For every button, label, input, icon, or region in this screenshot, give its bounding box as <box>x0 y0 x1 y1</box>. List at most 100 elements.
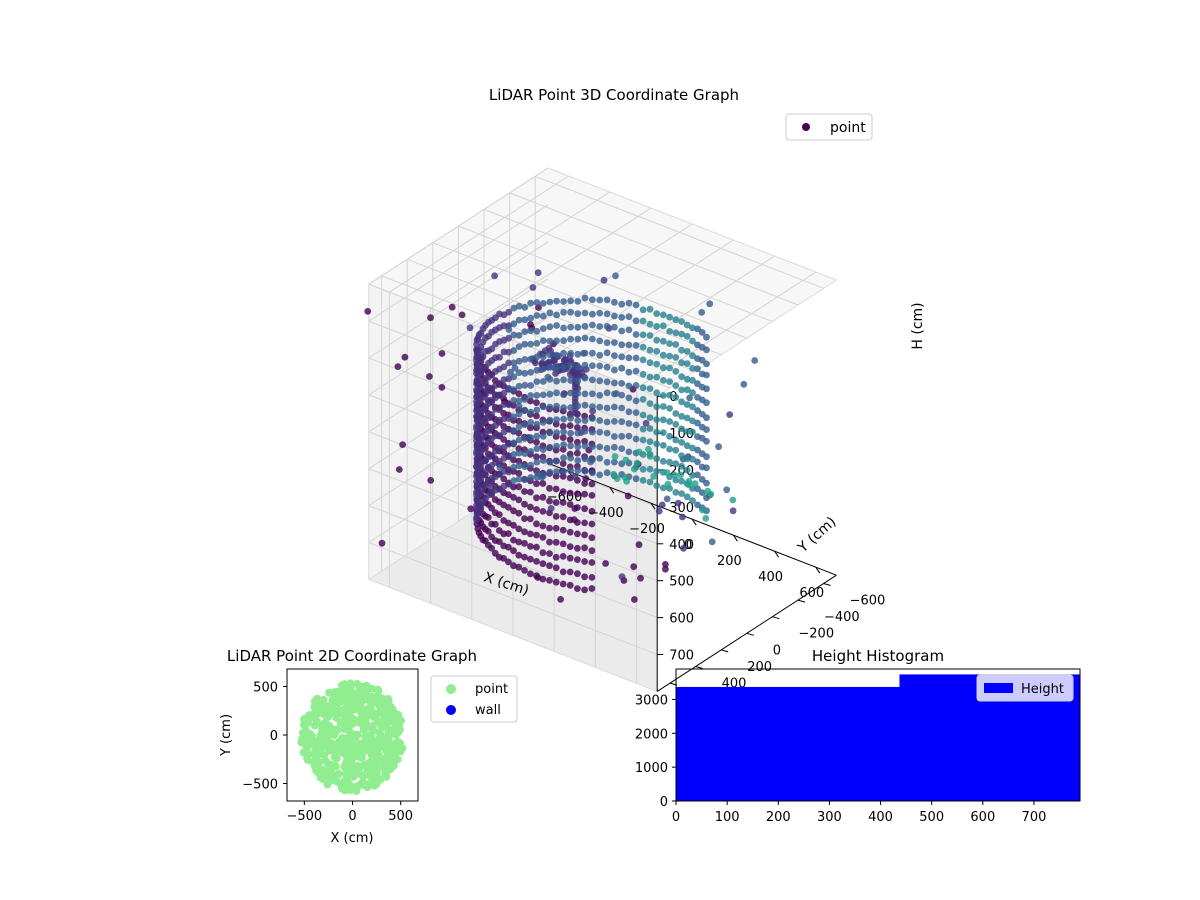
data-point-3d <box>683 466 691 474</box>
data-point-3d <box>632 409 640 416</box>
data-point-3d <box>560 404 567 412</box>
data-point-3d <box>546 497 553 505</box>
data-point-3d <box>539 337 547 344</box>
data-point-3d <box>488 411 496 418</box>
data-point-3d <box>574 490 581 498</box>
x-tick-3d <box>774 550 780 558</box>
data-point-3d <box>533 531 540 539</box>
data-point-3d <box>533 432 541 440</box>
data-point-2d <box>326 707 335 716</box>
data-point-3d <box>510 456 517 464</box>
chart-histogram: Height Histogram 0 100 200 300 400 500 600 7000… <box>635 647 1081 825</box>
data-point-3d <box>479 353 487 361</box>
data-point-3d <box>603 296 611 304</box>
y-axis-label-3d: Y (cm) <box>794 514 839 557</box>
data-point-3d <box>653 310 661 317</box>
data-point-2d <box>300 733 309 742</box>
data-point-3d <box>694 501 701 509</box>
data-point-3d <box>521 476 529 483</box>
data-point-3d <box>698 410 706 418</box>
data-point-3d <box>632 317 640 325</box>
data-point-3d <box>603 418 611 426</box>
data-point-3d <box>698 463 706 471</box>
data-point-3d <box>694 407 701 414</box>
data-point-3d <box>566 489 574 497</box>
data-point-3d <box>500 517 508 524</box>
data-point-3d <box>467 505 475 513</box>
data-point-3d <box>581 544 588 552</box>
data-point-3d <box>632 475 640 483</box>
data-point-3d <box>515 462 523 470</box>
data-point-3d <box>596 417 604 424</box>
data-point-3d <box>574 556 581 563</box>
data-point-3d <box>560 298 567 305</box>
y-tick-label-3d: −600 <box>850 594 886 609</box>
data-point-3d <box>510 547 517 555</box>
data-point-3d <box>533 558 540 565</box>
data-point-3d <box>632 382 640 389</box>
data-point-3d <box>659 442 667 449</box>
data-point-3d <box>596 391 604 399</box>
data-point-3d <box>632 331 640 338</box>
data-point-3d <box>596 362 604 370</box>
data-point-3d <box>646 320 654 328</box>
data-point-3d <box>395 466 403 473</box>
data-point-2d <box>385 752 394 761</box>
data-point-3d <box>639 465 647 473</box>
data-point-3d <box>653 467 661 475</box>
data-point-3d <box>533 420 541 428</box>
y-tick-3d <box>746 632 754 636</box>
data-point-3d <box>694 433 701 440</box>
data-point-2d <box>345 707 354 716</box>
data-point-3d <box>603 323 611 330</box>
data-point-3d <box>521 450 529 457</box>
data-point-3d <box>672 329 680 337</box>
data-point-3d <box>603 389 611 397</box>
data-point-3d <box>533 473 541 481</box>
data-point-2d <box>329 725 337 734</box>
data-point-3d <box>399 441 406 448</box>
data-point-3d <box>723 486 731 494</box>
data-point-3d <box>698 309 706 316</box>
data-point-3d <box>546 403 554 411</box>
data-point-3d <box>662 561 669 568</box>
data-point-2d <box>374 686 383 695</box>
data-point-3d <box>653 336 661 344</box>
data-point-3d <box>553 377 560 385</box>
data-point-3d <box>653 323 661 330</box>
data-point-2d <box>349 751 358 760</box>
data-point-3d <box>639 343 647 351</box>
data-point-3d <box>574 449 581 457</box>
legend-marker-wall-2d <box>446 705 456 715</box>
data-point-3d <box>694 471 701 479</box>
x-tick-label-3d: 400 <box>758 570 783 585</box>
data-point-3d <box>683 442 691 450</box>
data-point-3d <box>539 560 547 568</box>
x-tick-label-hist: 700 <box>1022 810 1047 825</box>
data-point-3d <box>694 365 701 373</box>
data-point-3d <box>588 585 596 592</box>
data-point-3d <box>553 416 560 423</box>
data-point-3d <box>653 428 661 436</box>
data-point-3d <box>539 312 547 320</box>
y-tick-label-3d: 0 <box>773 643 781 658</box>
data-point-3d <box>630 465 638 473</box>
legend-box-3d <box>785 113 873 141</box>
data-point-3d <box>539 378 547 385</box>
data-point-3d <box>474 525 482 533</box>
data-point-3d <box>581 374 589 382</box>
data-point-3d <box>527 327 535 335</box>
data-point-3d <box>589 415 596 422</box>
data-point-2d <box>364 704 372 713</box>
data-point-3d <box>567 389 574 397</box>
data-point-3d <box>505 359 513 367</box>
data-point-3d <box>546 363 554 371</box>
data-point-2d <box>340 762 349 771</box>
data-point-3d <box>635 448 643 456</box>
data-point-3d <box>694 394 701 401</box>
data-point-3d <box>539 549 547 557</box>
data-point-3d <box>683 321 691 329</box>
data-point-3d <box>659 484 667 492</box>
data-point-3d <box>625 313 633 320</box>
